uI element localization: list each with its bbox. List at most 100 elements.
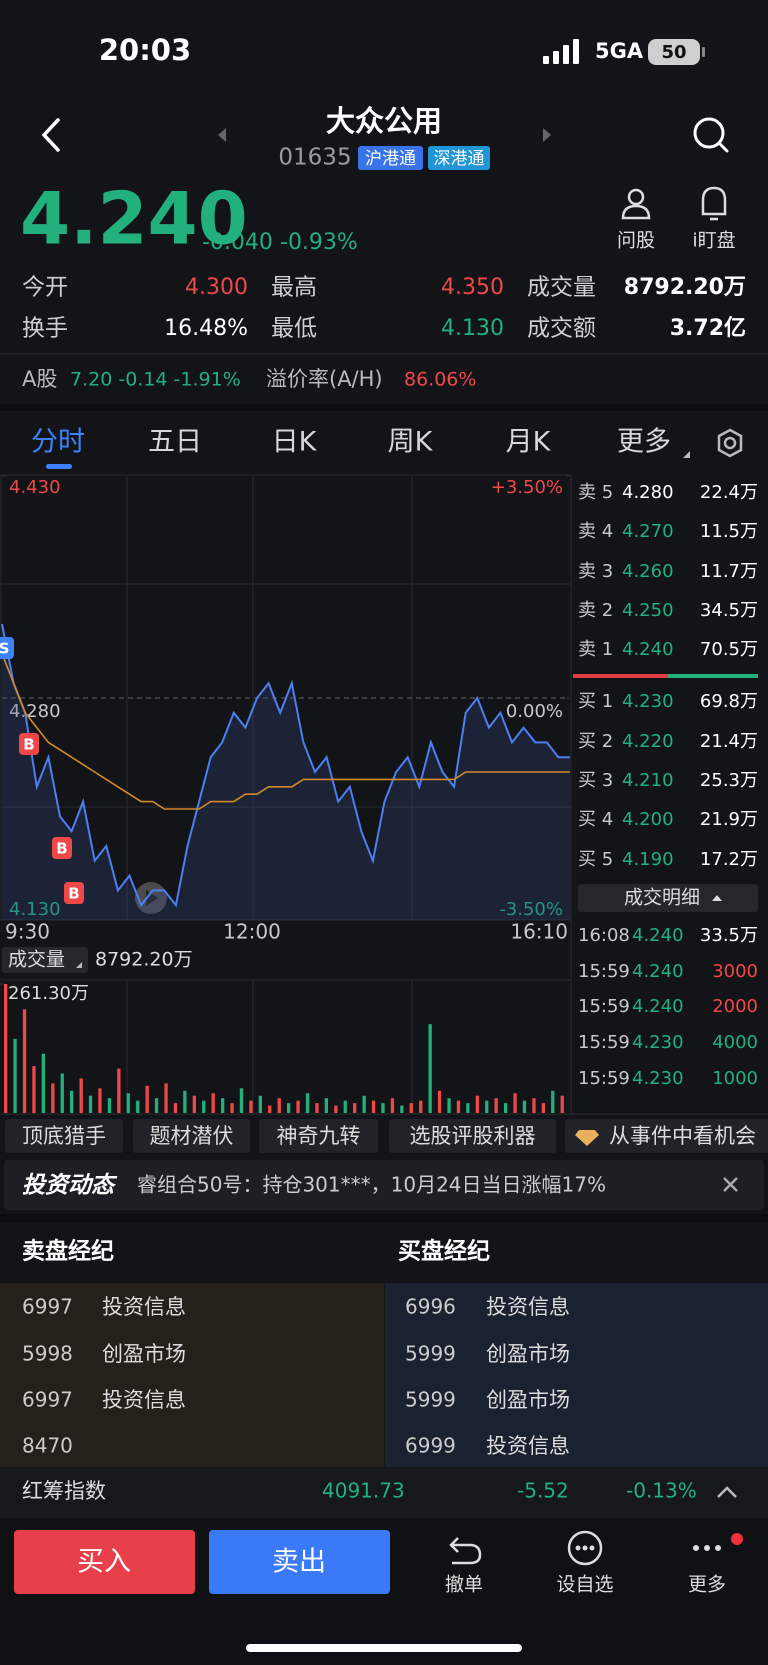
toolbar-action[interactable]: 撤单 <box>445 1574 483 1596</box>
book-price: 4.270 <box>622 521 674 542</box>
settings-button[interactable] <box>717 428 743 458</box>
buy-broker-title: 买盘经纪 <box>398 1238 490 1265</box>
x-tick-label: 12:00 <box>223 920 281 944</box>
divider-band <box>0 1214 768 1222</box>
volume-bar <box>211 1093 215 1113</box>
book-price: 4.210 <box>622 770 674 791</box>
news-text: 睿组合50号：持仓301***，10月24日当日涨幅17% <box>137 1173 606 1197</box>
average-line <box>1 653 570 810</box>
detail-button[interactable] <box>578 884 758 912</box>
tab[interactable]: 分时 <box>31 427 85 458</box>
more-triangle <box>683 451 690 458</box>
volume-bar <box>277 1098 281 1113</box>
book-label: 15:59 <box>578 1068 630 1089</box>
volume-bar <box>173 1103 178 1113</box>
volume-bar <box>419 1100 423 1113</box>
volume-bar <box>13 1038 17 1113</box>
toolbar-action[interactable]: 设自选 <box>556 1574 613 1596</box>
toolbar-action[interactable]: 更多 <box>688 1574 726 1596</box>
diamond-icon <box>575 1130 599 1146</box>
quote-action[interactable]: 问股 <box>617 230 655 252</box>
tag-pill[interactable] <box>259 1119 378 1153</box>
expand-button[interactable] <box>717 1486 737 1498</box>
tag-pill[interactable] <box>389 1119 556 1153</box>
trade-marker <box>19 733 39 755</box>
volume-bar <box>79 1078 83 1113</box>
volume-triangle <box>76 962 82 968</box>
trade-marker-label: B <box>68 885 79 903</box>
watch-icon[interactable] <box>701 186 727 221</box>
volume-bar <box>287 1103 291 1113</box>
volume-bar <box>513 1093 517 1113</box>
book-price: 4.250 <box>622 600 674 621</box>
volume-bar <box>221 1098 225 1113</box>
close-news[interactable] <box>723 1177 738 1192</box>
stat-label: 成交额 <box>527 316 596 342</box>
tab[interactable]: 周K <box>388 427 434 458</box>
badge <box>428 146 490 170</box>
volume-bar <box>88 1095 93 1113</box>
volume-bar <box>98 1088 102 1113</box>
stat-value: 8792.20万 <box>624 275 746 300</box>
volume-bar <box>70 1090 74 1113</box>
broker-name: 投资信息 <box>102 1388 186 1412</box>
tab[interactable]: 月K <box>506 427 552 458</box>
tag-pill[interactable] <box>565 1119 768 1153</box>
tag-pill[interactable] <box>133 1119 250 1153</box>
stock-code: 01635 <box>278 145 351 171</box>
broker-name: 创盈市场 <box>102 1342 186 1366</box>
tab[interactable]: 五日 <box>148 427 202 458</box>
back-button[interactable] <box>41 118 60 152</box>
volume-label[interactable]: 成交量 <box>8 949 65 971</box>
book-volume: 2000 <box>712 996 758 1017</box>
sell-button[interactable] <box>209 1530 390 1594</box>
volume-bar <box>400 1105 404 1113</box>
last-price: 4.240 <box>20 177 248 261</box>
battery-tip <box>702 47 705 57</box>
quote-action[interactable]: i盯盘 <box>692 230 735 252</box>
y-tick-label: 4.430 <box>9 477 61 498</box>
detail-triangle <box>712 895 722 901</box>
index-bar[interactable] <box>0 1467 768 1518</box>
tag-label: 从事件中看机会 <box>609 1124 756 1148</box>
book-price: 4.240 <box>622 639 674 660</box>
trade-marker <box>0 637 14 659</box>
ask-icon[interactable] <box>621 188 651 220</box>
volume-bar <box>409 1103 413 1113</box>
volume-bar <box>154 1098 159 1113</box>
volume-bar <box>117 1068 121 1113</box>
volume-bar <box>60 1073 64 1113</box>
volume-bar <box>107 1098 112 1113</box>
volume-bar <box>315 1103 319 1113</box>
battery-level: 50 <box>661 42 686 63</box>
news-bar[interactable] <box>4 1160 764 1210</box>
volume-bar <box>551 1090 555 1113</box>
buy-button[interactable] <box>14 1530 195 1594</box>
broker-name: 创盈市场 <box>486 1388 570 1412</box>
index-change-pct: -0.13% <box>626 1479 697 1503</box>
volume-bar <box>51 1083 55 1113</box>
volume-bar <box>541 1103 545 1113</box>
book-label: 卖 3 <box>578 561 613 582</box>
badge-label: 沪港通 <box>365 149 416 169</box>
tag-pill[interactable] <box>5 1119 123 1153</box>
book-volume: 70.5万 <box>700 639 758 660</box>
stat-label: 换手 <box>22 316 68 342</box>
volume-selector[interactable] <box>2 947 88 973</box>
tag-label: 选股评股利器 <box>410 1124 536 1148</box>
next-stock[interactable] <box>543 128 551 142</box>
book-label: 15:59 <box>578 1032 630 1053</box>
stat-label: 成交量 <box>527 275 596 301</box>
broker-code: 6997 <box>22 1295 73 1319</box>
trade-marker <box>64 882 84 904</box>
volume-bar <box>164 1083 168 1113</box>
book-volume: 21.4万 <box>700 731 758 752</box>
detail-label: 成交明细 <box>624 887 700 909</box>
tab[interactable]: 更多 <box>617 427 671 458</box>
search-button[interactable] <box>693 117 729 153</box>
tab[interactable]: 日K <box>272 427 318 458</box>
volume-bar <box>428 1024 432 1113</box>
prev-stock[interactable] <box>218 128 226 142</box>
volume-bar <box>560 1095 564 1113</box>
